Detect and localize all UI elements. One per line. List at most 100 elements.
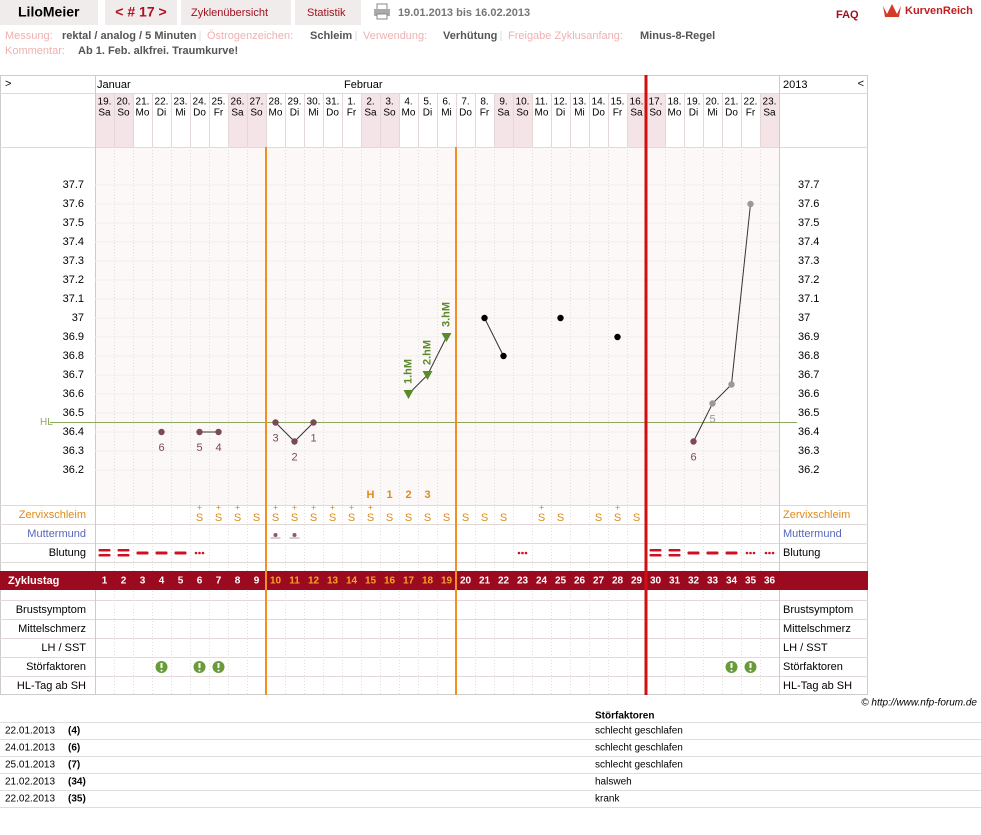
- point-label: 5: [709, 413, 715, 425]
- cervix-plus: +: [615, 502, 620, 512]
- cervix-sign: S: [253, 512, 260, 524]
- table-day: (6): [68, 743, 80, 754]
- date-label: 22.: [744, 97, 758, 108]
- table-date: 24.01.2013: [5, 743, 55, 754]
- cycle-day-label: 19: [441, 576, 453, 587]
- point-label: 6: [158, 442, 164, 454]
- disturbance-icon: [198, 669, 201, 672]
- faq-link[interactable]: FAQ: [836, 9, 859, 21]
- date-label: 1.: [347, 97, 355, 108]
- bleeding-mark: [745, 551, 749, 555]
- weekend-shade: [247, 93, 266, 147]
- table-text: schlecht geschlafen: [595, 726, 683, 737]
- date-label: 28.: [269, 97, 283, 108]
- cervix-os-mark: [273, 533, 278, 537]
- row-label: HL-Tag ab SH: [17, 680, 86, 692]
- y-tick-label: 36.8: [63, 350, 84, 362]
- weekday-label: Sa: [497, 108, 510, 119]
- weekday-label: Mi: [175, 108, 186, 119]
- weekday-label: Mi: [441, 108, 452, 119]
- cycle-day-label: 18: [422, 576, 434, 587]
- row-label: Muttermund: [27, 528, 86, 540]
- tab[interactable]: Zyklenübersicht: [191, 7, 268, 19]
- table-text: schlecht geschlafen: [595, 760, 683, 771]
- date-label: 19.: [98, 97, 112, 108]
- temperature-marker: [500, 352, 507, 360]
- cervix-sign: S: [196, 512, 203, 524]
- bleeding-mark: [117, 549, 130, 552]
- weekday-label: Di: [423, 108, 432, 119]
- print-icon[interactable]: [374, 3, 390, 20]
- info-label: Kommentar:: [5, 45, 65, 57]
- y-tick-label: 36.5: [63, 407, 84, 419]
- temperature-marker: [196, 428, 203, 436]
- bleeding-mark: [117, 554, 130, 557]
- y-tick-label: 36.9: [63, 331, 84, 343]
- weekend-shade: [114, 93, 133, 147]
- y-tick-label: 36.7: [798, 369, 819, 381]
- weekday-label: Fr: [746, 108, 756, 119]
- tab-box[interactable]: [295, 0, 361, 25]
- cycle-day-label: 7: [216, 576, 222, 587]
- cycle-day-label: 4: [159, 576, 165, 587]
- y-tick-label: 37.5: [798, 217, 819, 229]
- bleeding-mark: [771, 551, 775, 555]
- table-day: (34): [68, 777, 86, 788]
- y-tick-label: 36.6: [798, 388, 819, 400]
- bleeding-mark: [517, 551, 521, 555]
- bleeding-mark: [706, 551, 719, 555]
- brand[interactable]: KurvenReich: [905, 5, 973, 17]
- weekday-label: Di: [556, 108, 565, 119]
- high-label: 2.hM: [421, 340, 433, 365]
- cervix-plus: +: [273, 502, 278, 512]
- weekday-label: So: [649, 108, 662, 119]
- bleeding-mark: [98, 549, 111, 552]
- point-label: 6: [690, 451, 696, 463]
- cycle-day-label: 23: [517, 576, 529, 587]
- date-label: 15.: [611, 97, 625, 108]
- date-label: 20.: [117, 97, 131, 108]
- weekend-shade: [494, 93, 513, 147]
- temperature-marker: [158, 428, 165, 436]
- weekday-label: Di: [290, 108, 299, 119]
- cycle-day-label: 31: [669, 576, 681, 587]
- date-label: 24.: [193, 97, 207, 108]
- table-date: 25.01.2013: [5, 760, 55, 771]
- weekday-label: Do: [725, 108, 738, 119]
- tab[interactable]: Statistik: [307, 7, 346, 19]
- cervix-sign: S: [462, 512, 469, 524]
- nav-arrow: <: [858, 78, 864, 90]
- cycle-nav[interactable]: < # 17 >: [115, 4, 166, 20]
- weekday-label: Do: [193, 108, 206, 119]
- y-tick-label: 36.2: [63, 464, 84, 476]
- weekend-shade: [627, 93, 646, 147]
- cycle-day-label: 9: [254, 576, 260, 587]
- cycle-day-label: 25: [555, 576, 567, 587]
- cycle-day-label: 3: [140, 576, 146, 587]
- y-tick-label: 36.3: [798, 445, 819, 457]
- copyright: © http://www.nfp-forum.de: [861, 698, 977, 709]
- peak-label: 3: [424, 489, 430, 501]
- print-icon-body: [374, 9, 390, 16]
- y-tick-label: 37.5: [63, 217, 84, 229]
- temperature-marker: [403, 390, 414, 399]
- date-label: 7.: [461, 97, 469, 108]
- date-label: 20.: [706, 97, 720, 108]
- table-title: Störfaktoren: [595, 711, 654, 722]
- y-tick-label: 36.9: [798, 331, 819, 343]
- table-day: (4): [68, 726, 80, 737]
- nav-box[interactable]: [105, 0, 177, 25]
- point-label: 3: [272, 432, 278, 444]
- cervix-plus: +: [311, 502, 316, 512]
- date-label: 25.: [212, 97, 226, 108]
- cycle-day-label: 8: [235, 576, 241, 587]
- tab-box[interactable]: [181, 0, 291, 25]
- cervix-sign: S: [405, 512, 412, 524]
- point-label: 1: [310, 432, 316, 444]
- cervix-sign: S: [633, 512, 640, 524]
- info-label: Verwendung:: [363, 30, 427, 42]
- cervix-sign: S: [310, 512, 317, 524]
- y-tick-label: 37.6: [63, 198, 84, 210]
- weekday-label: Do: [459, 108, 472, 119]
- y-tick-label: 37.3: [63, 255, 84, 267]
